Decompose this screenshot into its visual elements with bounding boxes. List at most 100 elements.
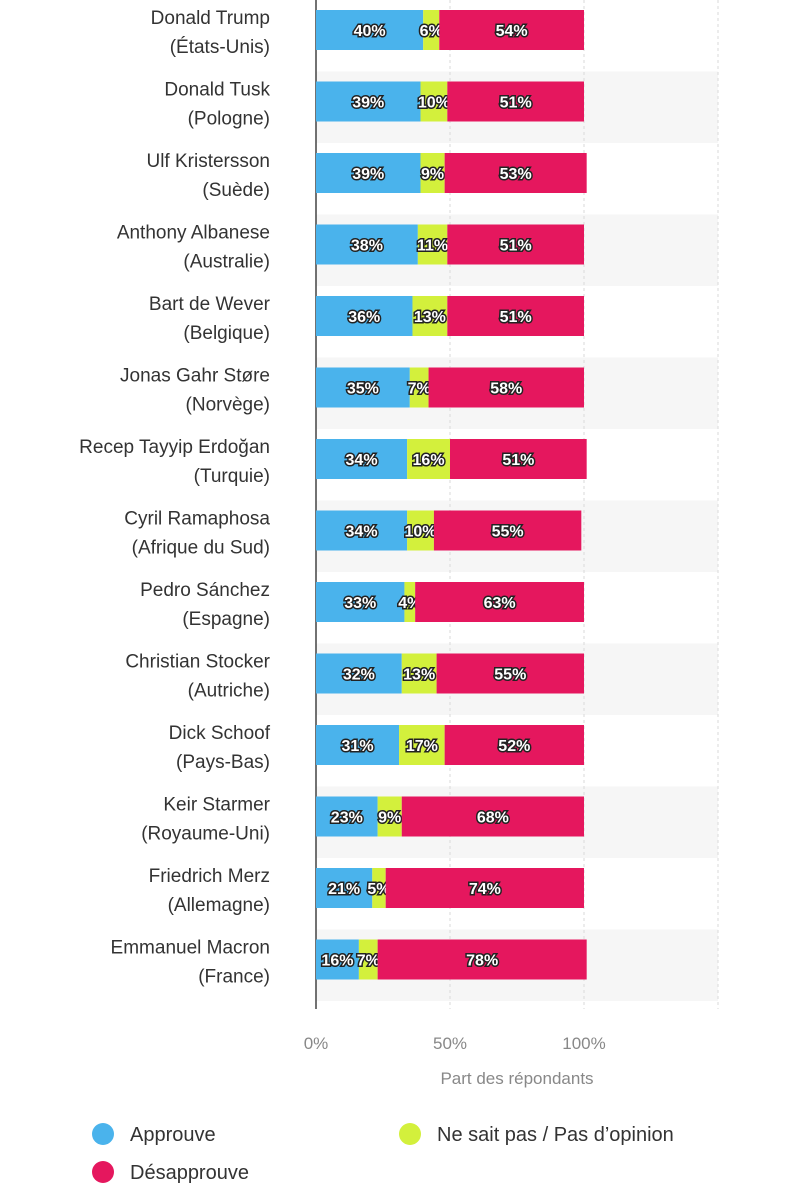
- data-label: 10%: [418, 95, 450, 112]
- bar-segment: [409, 367, 429, 408]
- data-label: 78%: [466, 953, 498, 970]
- data-label: 53%: [500, 166, 532, 183]
- data-label: 9%: [421, 166, 444, 183]
- legend-label: Approuve: [130, 1124, 216, 1146]
- bar-segment: [420, 153, 445, 193]
- category-name: Donald Tusk: [164, 79, 270, 100]
- category-name: Cyril Ramaphosa: [124, 508, 270, 529]
- bar-segment: [316, 582, 405, 622]
- bar-segment: [415, 582, 584, 622]
- bar-segment: [385, 868, 584, 908]
- data-label: 68%: [477, 810, 509, 827]
- data-label: 13%: [403, 667, 435, 684]
- data-label: 17%: [406, 738, 438, 755]
- data-label: 39%: [352, 166, 384, 183]
- category-name: Friedrich Merz: [149, 866, 270, 887]
- bar-segment: [316, 367, 410, 408]
- bar-segment: [401, 653, 437, 694]
- bar-segment: [316, 653, 402, 694]
- bar-segment: [316, 510, 408, 551]
- bar-segment: [399, 725, 445, 765]
- category-country: (Pays-Bas): [176, 752, 270, 773]
- category-country: (États-Unis): [170, 37, 270, 58]
- data-label: 16%: [413, 452, 445, 469]
- bar-segment: [358, 939, 378, 980]
- data-label: 32%: [343, 667, 375, 684]
- data-label: 11%: [417, 238, 448, 255]
- data-label: 51%: [500, 309, 532, 326]
- bar-segment: [444, 153, 587, 193]
- legend-marker: [92, 1161, 114, 1183]
- bar-segment: [423, 10, 440, 50]
- data-label: 39%: [352, 95, 384, 112]
- category-country: (Afrique du Sud): [132, 537, 270, 558]
- category-name: Anthony Albanese: [117, 222, 270, 243]
- x-tick-label: 100%: [562, 1034, 605, 1053]
- legend-label: Désapprouve: [130, 1162, 249, 1184]
- bar-segment: [407, 439, 450, 479]
- bar-segment: [316, 725, 400, 765]
- bar-segment: [316, 224, 418, 265]
- category-country: (Australie): [183, 251, 270, 272]
- category-country: (Norvège): [186, 394, 270, 415]
- data-label: 35%: [347, 381, 379, 398]
- x-axis: 0% 50% 100%: [304, 1034, 606, 1053]
- category-country: (Belgique): [183, 323, 270, 344]
- data-label: 55%: [492, 524, 524, 541]
- x-tick-label: 50%: [433, 1034, 467, 1053]
- data-label: 7%: [357, 953, 380, 970]
- data-label: 31%: [342, 738, 374, 755]
- bar-segment: [316, 868, 373, 908]
- bar-segment: [439, 10, 584, 50]
- data-label: 55%: [494, 667, 526, 684]
- bar-segment: [420, 81, 448, 122]
- category-country: (Pologne): [188, 108, 270, 129]
- data-label: 40%: [354, 23, 386, 40]
- bar-segment: [433, 510, 582, 551]
- bar-segment: [404, 582, 416, 622]
- bar-segment: [450, 439, 587, 479]
- bar-segment: [316, 153, 421, 193]
- bar-segment: [316, 81, 421, 122]
- data-label: 34%: [346, 524, 378, 541]
- category-name: Donald Trump: [151, 8, 270, 29]
- category-name: Pedro Sánchez: [140, 580, 270, 601]
- data-label: 7%: [408, 381, 431, 398]
- bar-segment: [447, 81, 584, 122]
- data-label: 6%: [420, 23, 443, 40]
- category-country: (Allemagne): [168, 895, 270, 916]
- bars: 40% 6% 54% 39% 10% 51% 39% 9% 53% 38% 11% 51% 36% 13%…: [316, 10, 587, 980]
- bar-segment: [447, 224, 584, 265]
- category-name: Bart de Wever: [149, 294, 271, 315]
- data-label: 51%: [500, 95, 532, 112]
- bar-segment: [316, 796, 378, 837]
- data-label: 5%: [367, 881, 390, 898]
- legend: Approuve Ne sait pas / Pas d’opinion Désap…: [92, 1123, 674, 1184]
- bar-segment: [428, 367, 584, 408]
- data-label: 74%: [469, 881, 501, 898]
- x-tick-label: 0%: [304, 1034, 329, 1053]
- data-label: 38%: [351, 238, 383, 255]
- category-name: Keir Starmer: [163, 794, 270, 815]
- bar-segment: [444, 725, 584, 765]
- category-country: (Turquie): [194, 466, 270, 487]
- legend-label: Ne sait pas / Pas d’opinion: [437, 1124, 674, 1146]
- data-label: 23%: [331, 810, 363, 827]
- data-label: 33%: [344, 595, 376, 612]
- data-label: 10%: [405, 524, 437, 541]
- data-label: 36%: [348, 309, 380, 326]
- x-axis-title: Part des répondants: [440, 1069, 593, 1088]
- category-name: Dick Schoof: [169, 723, 271, 744]
- data-label: 52%: [498, 738, 530, 755]
- category-country: (France): [198, 966, 270, 987]
- legend-marker: [92, 1123, 114, 1145]
- data-label: 34%: [346, 452, 378, 469]
- data-label: 9%: [378, 810, 401, 827]
- data-label: 13%: [414, 309, 446, 326]
- legend-marker: [399, 1123, 421, 1145]
- category-country: (Autriche): [188, 680, 270, 701]
- category-country: (Espagne): [182, 609, 270, 630]
- bar-segment: [401, 796, 584, 837]
- bar-segment: [316, 939, 359, 980]
